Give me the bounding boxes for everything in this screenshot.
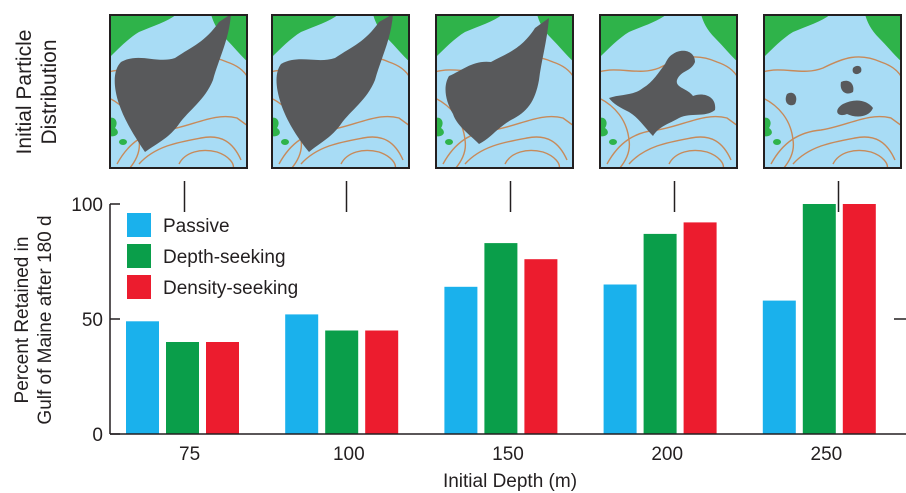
legend-label-depth-seeking: Depth-seeking <box>163 247 286 268</box>
x-tick-label-75: 75 <box>179 444 200 465</box>
particle-area <box>840 80 854 94</box>
bar-density-seeking-75 <box>206 342 239 434</box>
bar-depth-seeking-100 <box>325 330 359 434</box>
particle-area <box>445 18 549 144</box>
land-cape <box>109 117 118 137</box>
distribution-panel-75 <box>109 14 248 169</box>
bar-chart: 0 50 100 75 100 150 200 250 Passive Depth-seeki… <box>12 195 906 492</box>
particle-area <box>609 50 716 136</box>
bar-passive-200 <box>603 284 637 434</box>
initial-distribution-panels <box>109 14 902 169</box>
panel-frame <box>109 14 248 169</box>
panel-frame <box>599 14 738 169</box>
bars <box>126 204 876 434</box>
bar-density-seeking-150 <box>524 259 558 434</box>
row-label-line-1: Initial Particle <box>13 30 36 155</box>
bar-depth-seeking-75 <box>166 342 199 434</box>
island <box>281 139 289 145</box>
distribution-panel-100 <box>271 14 410 169</box>
land-north <box>271 14 339 58</box>
x-tick-label-200: 200 <box>651 444 683 465</box>
land-east <box>701 14 738 62</box>
panel-frame <box>271 14 410 169</box>
depth-contour <box>340 149 397 169</box>
depth-contour <box>770 115 902 165</box>
depth-contour <box>628 136 732 165</box>
particle-area <box>114 14 231 152</box>
bar-passive-250 <box>762 300 796 434</box>
depth-contour <box>504 149 561 169</box>
bar-passive-150 <box>444 286 478 434</box>
bar-depth-seeking-250 <box>802 204 836 434</box>
bar-passive-100 <box>285 314 319 434</box>
distribution-panel-250 <box>763 14 902 169</box>
land-north <box>599 14 667 58</box>
bar-passive-75 <box>126 321 159 434</box>
x-tick-label-250: 250 <box>811 444 843 465</box>
particle-area <box>852 65 862 75</box>
land-north <box>435 14 503 58</box>
y-axis-ticks: 0 50 100 <box>71 195 120 446</box>
island <box>609 139 617 145</box>
legend-swatch-density-seeking <box>127 275 151 299</box>
land-north <box>109 14 177 58</box>
island <box>119 139 127 145</box>
depth-contour <box>763 97 795 169</box>
depth-contour <box>178 149 235 169</box>
depth-contour <box>599 97 631 169</box>
particle-area <box>785 92 797 106</box>
x-axis-ticks: 75 100 150 200 250 <box>179 444 842 465</box>
distribution-panel-150 <box>435 14 574 169</box>
y-axis-title-line-1: Percent Retained in <box>12 237 33 404</box>
bar-depth-seeking-200 <box>643 233 677 434</box>
x-tick-label-150: 150 <box>492 444 524 465</box>
y-axis-title-line-2: Gulf of Maine after 180 d <box>35 215 56 424</box>
land-cape <box>271 117 280 137</box>
legend-swatch-passive <box>127 213 151 237</box>
bar-density-seeking-250 <box>842 204 876 434</box>
legend: Passive Depth-seeking Density-seeking <box>127 213 298 299</box>
depth-contour <box>792 136 896 165</box>
land-north <box>763 14 831 58</box>
depth-contour <box>300 136 404 165</box>
depth-contour <box>832 149 889 169</box>
y-tick-label-0: 0 <box>92 425 103 446</box>
x-tick-label-100: 100 <box>333 444 365 465</box>
row-label-line-2: Distribution <box>38 39 61 144</box>
bar-density-seeking-100 <box>365 330 399 434</box>
panel-connectors <box>183 181 840 212</box>
y-tick-label-100: 100 <box>71 195 103 216</box>
bar-depth-seeking-150 <box>484 243 518 434</box>
depth-contour <box>668 149 725 169</box>
depth-contour <box>763 56 902 79</box>
particle-area <box>276 14 393 152</box>
distribution-panel-200 <box>599 14 738 169</box>
depth-contour <box>435 97 467 169</box>
depth-contour <box>138 136 242 165</box>
island <box>773 139 781 145</box>
island <box>445 139 453 145</box>
land-cape <box>599 117 608 137</box>
particle-area <box>837 100 873 117</box>
bar-density-seeking-200 <box>683 222 717 434</box>
legend-label-passive: Passive <box>163 216 230 237</box>
y-tick-label-50: 50 <box>82 310 103 331</box>
land-east <box>865 14 902 62</box>
depth-contour <box>464 136 568 165</box>
land-cape <box>435 117 444 137</box>
legend-swatch-depth-seeking <box>127 244 151 268</box>
panel-frame <box>763 14 902 169</box>
x-axis-title: Initial Depth (m) <box>443 471 577 492</box>
land-cape <box>763 117 772 137</box>
legend-label-density-seeking: Density-seeking <box>163 278 298 299</box>
panel-frame <box>435 14 574 169</box>
